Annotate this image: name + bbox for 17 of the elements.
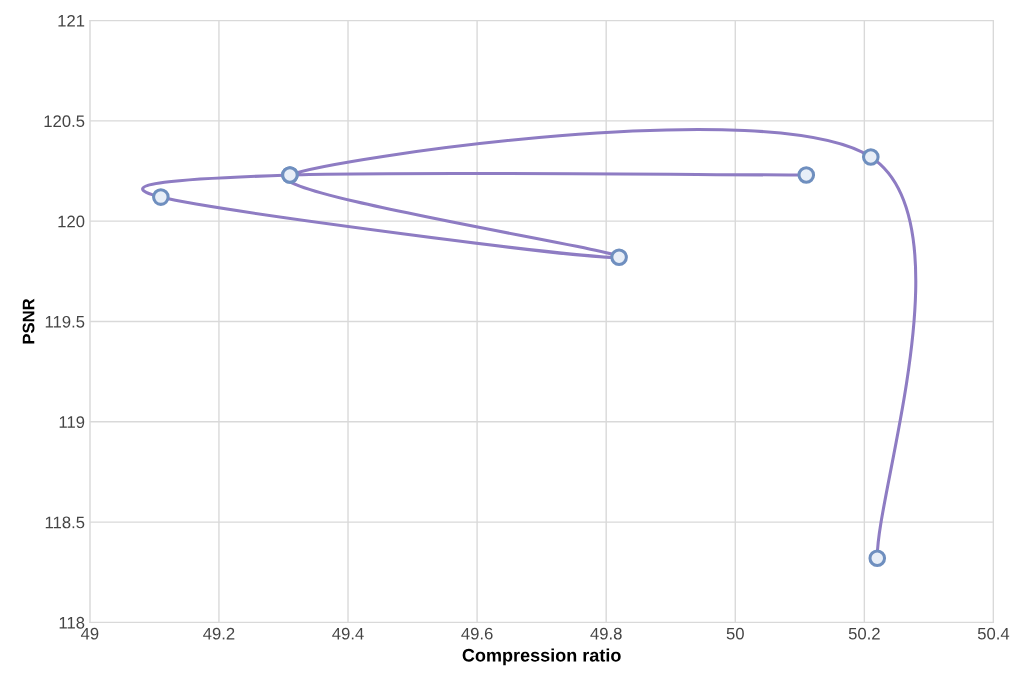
x-tick-label: 50.4	[977, 627, 1010, 640]
x-axis-title: Compression ratio	[462, 648, 621, 666]
x-tick-label: 49.6	[461, 627, 493, 640]
x-tick-label: 50	[726, 627, 744, 640]
x-tick-label: 50.2	[848, 627, 880, 640]
y-tick-label: 119	[59, 416, 85, 428]
x-tick-label: 49.8	[590, 627, 622, 640]
x-tick-label: 49	[80, 627, 99, 640]
y-tick-label: 119.5	[45, 315, 85, 328]
y-tick-label: 120	[58, 215, 85, 228]
y-tick-label: 118	[59, 616, 85, 629]
x-tick-label: 49.2	[203, 627, 235, 640]
y-axis-title: PSNR	[22, 298, 35, 344]
y-tick-label: 118.5	[45, 516, 85, 529]
y-tick-label: 120.5	[44, 115, 85, 128]
x-tick-label: 49.4	[332, 627, 364, 640]
y-tick-label: 121	[58, 14, 85, 27]
